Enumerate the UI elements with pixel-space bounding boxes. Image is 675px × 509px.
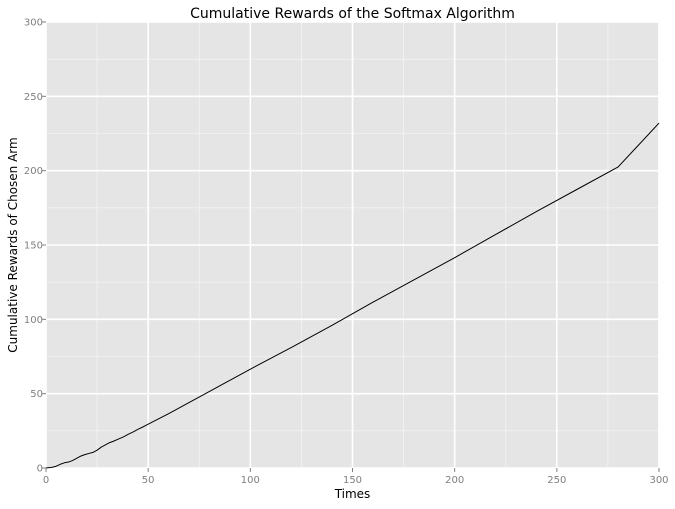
- y-tick-label: 250: [24, 92, 43, 103]
- series-line: [45, 122, 660, 469]
- y-tick-label: 150: [24, 241, 43, 252]
- chart-title: Cumulative Rewards of the Softmax Algori…: [190, 6, 515, 22]
- x-tick-label: 0: [43, 475, 49, 486]
- x-tick-label: 200: [445, 475, 464, 486]
- y-tick-label: 0: [37, 464, 43, 475]
- y-tick-label: 50: [30, 389, 43, 400]
- y-axis-title: Cumulative Rewards of Chosen Arm: [6, 137, 20, 352]
- y-tick-label: 300: [24, 18, 43, 29]
- x-tick-label: 150: [343, 475, 362, 486]
- axis-ticks: 0 50 100 150 200 250 300 0 50 100 150 200 250 300: [24, 18, 669, 487]
- x-tick-label: 300: [649, 475, 668, 486]
- x-tick-label: 100: [241, 475, 260, 486]
- series-layer: [45, 122, 660, 469]
- x-tick-label: 50: [142, 475, 155, 486]
- y-tick-label: 200: [24, 166, 43, 177]
- y-tick-label: 100: [24, 315, 43, 326]
- x-tick-label: 250: [547, 475, 566, 486]
- x-axis-title: Times: [334, 487, 371, 501]
